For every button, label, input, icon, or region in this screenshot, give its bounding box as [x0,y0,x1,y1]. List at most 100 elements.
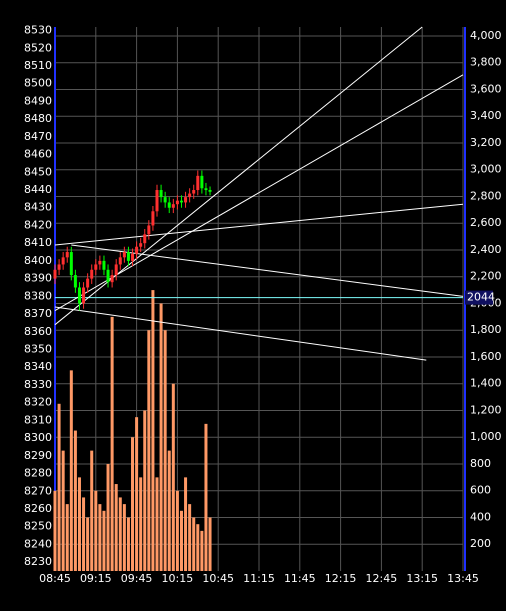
candle-body [73,275,77,288]
y-tick-label: 8270 [24,484,52,497]
candle-body [126,252,130,261]
volume-bar [110,316,114,571]
volume-bar [200,530,204,571]
volume-bar [179,510,183,571]
y2-tick-label: 2,800 [470,189,502,202]
y-tick-label: 8330 [24,378,52,391]
y2-tick-label: 4,000 [470,29,502,42]
x-tick-label: 08:45 [39,572,71,585]
y2-tick-label: 2,600 [470,216,502,229]
volume-bar [126,517,130,571]
y-tick-label: 8360 [24,325,52,338]
trend-line [71,244,464,297]
y-tick-label: 8400 [24,254,52,267]
y-tick-label: 8390 [24,272,52,285]
candle-body [102,260,106,270]
candle-body [131,253,135,261]
x-tick-label: 10:45 [202,572,234,585]
volume-bar [204,423,208,571]
y-tick-label: 8420 [24,218,52,231]
y2-tick-label: 1,600 [470,350,502,363]
y-tick-label: 8320 [24,396,52,409]
volume-bar [122,504,126,571]
volume-bar [155,477,159,571]
y-tick-label: 8340 [24,360,52,373]
volume-bar [175,490,179,571]
y-tick-label: 8380 [24,289,52,302]
candle-body [159,190,163,198]
y2-tick-label: 1,400 [470,377,502,390]
candle-body [61,257,65,265]
candle-body [192,190,196,194]
candle-body [82,287,86,304]
y-tick-label: 8500 [24,77,52,90]
candle-body [65,252,69,258]
volume-bar [163,330,167,571]
candle-body [200,175,204,189]
candle-body [175,200,179,205]
y-tick-label: 8530 [24,24,52,37]
y-tick-label: 8450 [24,165,52,178]
x-tick-label: 09:45 [121,572,153,585]
y-tick-label: 8240 [24,537,52,550]
volume-bar [90,450,94,571]
volume-bar [118,497,122,571]
candle-body [184,197,188,203]
y2-tick-label: 3,400 [470,109,502,122]
volume-bar [77,477,81,571]
candle-body [151,211,155,226]
reference-label-box [465,290,493,305]
candle-body [106,269,110,283]
reference-label: 2044 [467,291,495,304]
trend-line [54,306,427,361]
y-tick-label: 8280 [24,467,52,480]
candle-body [179,200,183,203]
y2-tick-label: 400 [470,510,491,523]
candle-body [90,269,94,279]
candle-body [135,246,139,254]
candle-body [86,278,90,288]
candle-body [114,264,118,276]
candle-body [204,188,208,191]
volume-bar [65,504,69,571]
y-tick-label: 8350 [24,343,52,356]
volume-bar [192,517,196,571]
trend-line [54,203,464,246]
volume-bar [159,303,163,571]
x-tick-label: 11:15 [243,572,275,585]
volume-bar [86,517,90,571]
candle-body [98,260,102,265]
y2-tick-label: 3,800 [470,56,502,69]
x-tick-label: 09:15 [80,572,112,585]
volume-bar [98,504,102,571]
y-tick-label: 8290 [24,449,52,462]
x-tick-label: 11:45 [284,572,316,585]
y2-tick-label: 1,000 [470,430,502,443]
x-tick-label: 13:15 [406,572,438,585]
volume-bar [73,430,77,571]
candle-body [196,175,200,191]
trend-line [54,74,464,311]
volume-bar [139,477,143,571]
candle-body [147,225,151,235]
x-tick-label: 12:45 [366,572,398,585]
y-tick-label: 8230 [24,555,52,568]
volume-bar [196,524,200,571]
y2-tick-label: 3,200 [470,136,502,149]
candle-body [69,252,73,276]
volume-bar [94,490,98,571]
candle-body [53,269,57,279]
volume-bar [57,403,61,571]
y-tick-label: 8260 [24,502,52,515]
candle-body [208,190,212,192]
volume-bar [208,517,212,571]
volume-bar [171,383,175,571]
y-tick-label: 8410 [24,236,52,249]
trend-line [54,26,423,326]
volume-bar [102,510,106,571]
candle-body [155,190,159,212]
volume-bar [131,437,135,571]
volume-bar [188,504,192,571]
candle-body [167,202,171,208]
